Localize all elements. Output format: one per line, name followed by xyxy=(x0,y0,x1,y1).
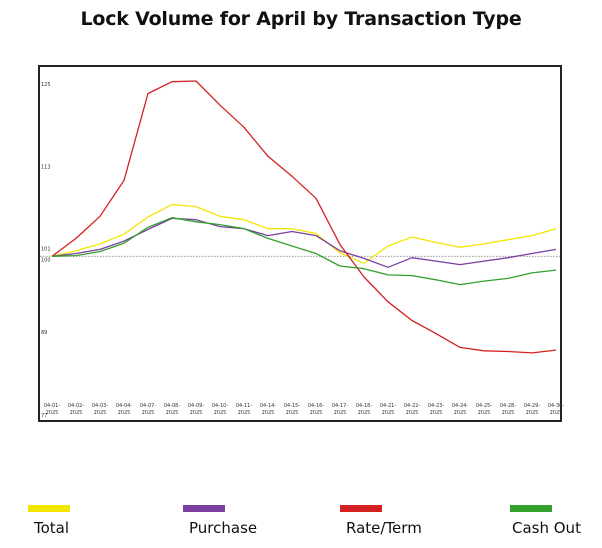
plot-area xyxy=(38,65,562,422)
x-tick-label-year: 2025 xyxy=(454,410,467,416)
x-tick-label-year: 2025 xyxy=(502,410,515,416)
x-tick-label-year: 2025 xyxy=(118,410,131,416)
x-tick-label: 04-09- xyxy=(188,403,205,409)
x-tick-label: 04-25- xyxy=(476,403,493,409)
x-tick-label-year: 2025 xyxy=(94,410,107,416)
legend-label: Rate/Term xyxy=(346,519,422,537)
x-tick-label: 04-01- xyxy=(44,403,61,409)
x-tick-label-year: 2025 xyxy=(358,410,371,416)
x-tick-label: 04-11- xyxy=(236,403,253,409)
x-tick-label-year: 2025 xyxy=(70,410,83,416)
x-tick-label-year: 2025 xyxy=(262,410,275,416)
x-tick-label: 04-08- xyxy=(164,403,181,409)
x-tick-label-year: 2025 xyxy=(382,410,395,416)
x-tick-label: 04-29- xyxy=(524,403,541,409)
series-line-rate-term xyxy=(51,80,557,354)
legend-label: Total xyxy=(34,519,70,537)
x-tick-label-year: 2025 xyxy=(310,410,323,416)
x-tick-label: 04-10- xyxy=(212,403,229,409)
x-tick-label-year: 2025 xyxy=(190,410,203,416)
y-tick-label: 89 xyxy=(41,330,47,336)
x-tick-label: 04-04- xyxy=(116,403,133,409)
y-tick-label: 77 xyxy=(41,413,47,419)
series-line-cash-out xyxy=(51,217,557,286)
x-tick-label: 04-22- xyxy=(404,403,421,409)
series-line-purchase xyxy=(51,217,557,268)
x-tick-label-year: 2025 xyxy=(334,410,347,416)
x-tick-label-year: 2025 xyxy=(526,410,539,416)
x-tick-label: 04-07- xyxy=(140,403,157,409)
x-tick-label: 04-17- xyxy=(332,403,349,409)
x-tick-label: 04-15- xyxy=(284,403,301,409)
x-tick-label-year: 2025 xyxy=(142,410,155,416)
x-tick-label: 04-18- xyxy=(356,403,373,409)
x-tick-label: 04-03- xyxy=(92,403,109,409)
legend-swatch xyxy=(340,505,382,512)
y-tick-label: 125 xyxy=(41,82,51,88)
legend-label: Purchase xyxy=(189,519,258,537)
x-tick-label: 04-28- xyxy=(500,403,517,409)
x-tick-label-year: 2025 xyxy=(430,410,443,416)
x-tick-label: 04-14- xyxy=(260,403,277,409)
y-tick-label: 101 xyxy=(41,246,51,252)
legend-swatch xyxy=(28,505,70,512)
x-tick-label: 04-21- xyxy=(380,403,397,409)
x-tick-label-year: 2025 xyxy=(478,410,491,416)
chart-title: Lock Volume for April by Transaction Typ… xyxy=(80,8,522,30)
legend-label: Cash Out xyxy=(512,519,581,537)
legend-swatch xyxy=(183,505,225,512)
y-tick-label: 100 xyxy=(41,257,51,263)
x-tick-label: 04-16- xyxy=(308,403,325,409)
x-tick-label-year: 2025 xyxy=(550,410,563,416)
x-tick-label-year: 2025 xyxy=(238,410,251,416)
x-tick-label: 04-30- xyxy=(548,403,565,409)
x-tick-label-year: 2025 xyxy=(286,410,299,416)
x-tick-label-year: 2025 xyxy=(214,410,227,416)
x-tick-label: 04-23- xyxy=(428,403,445,409)
x-tick-label-year: 2025 xyxy=(406,410,419,416)
x-tick-label: 04-02- xyxy=(68,403,85,409)
x-tick-label-year: 2025 xyxy=(166,410,179,416)
series-line-total xyxy=(51,203,557,264)
x-tick-label-year: 2025 xyxy=(46,410,59,416)
legend-swatch xyxy=(510,505,552,512)
x-tick-label: 04-24- xyxy=(452,403,469,409)
y-tick-label: 113 xyxy=(41,165,51,171)
